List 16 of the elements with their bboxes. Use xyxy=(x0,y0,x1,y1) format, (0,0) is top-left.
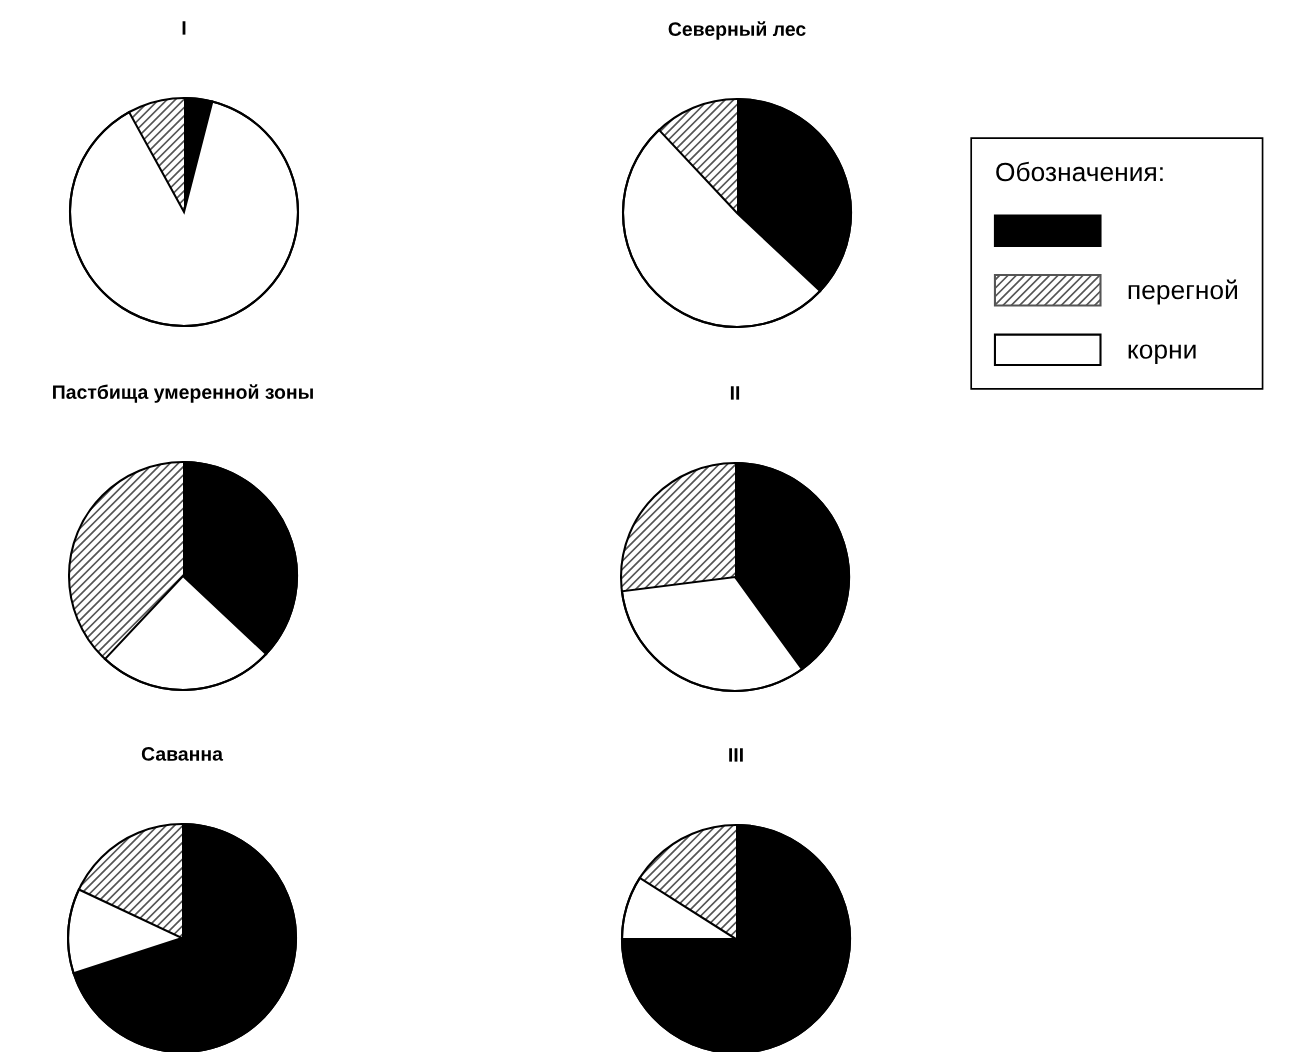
pie-slice xyxy=(658,99,737,213)
pie-slice xyxy=(620,823,852,1052)
chart-title: Пастбища умеренной зоны xyxy=(53,384,313,403)
pie-slice xyxy=(639,825,736,939)
legend-label: корни xyxy=(1128,344,1196,365)
chart-title: Северный лес xyxy=(668,21,806,40)
chart-title: II xyxy=(730,386,740,400)
pie-slice xyxy=(129,98,184,212)
legend-title: Обозначения: xyxy=(996,161,1163,182)
pie-slice xyxy=(78,824,182,938)
pie-slice xyxy=(68,100,300,328)
legend-label: перегной xyxy=(1128,279,1237,305)
chart-title: III xyxy=(729,748,743,762)
chart-title: Саванна xyxy=(141,747,224,761)
chart-title: I xyxy=(182,21,186,35)
pie-slice xyxy=(621,463,735,592)
